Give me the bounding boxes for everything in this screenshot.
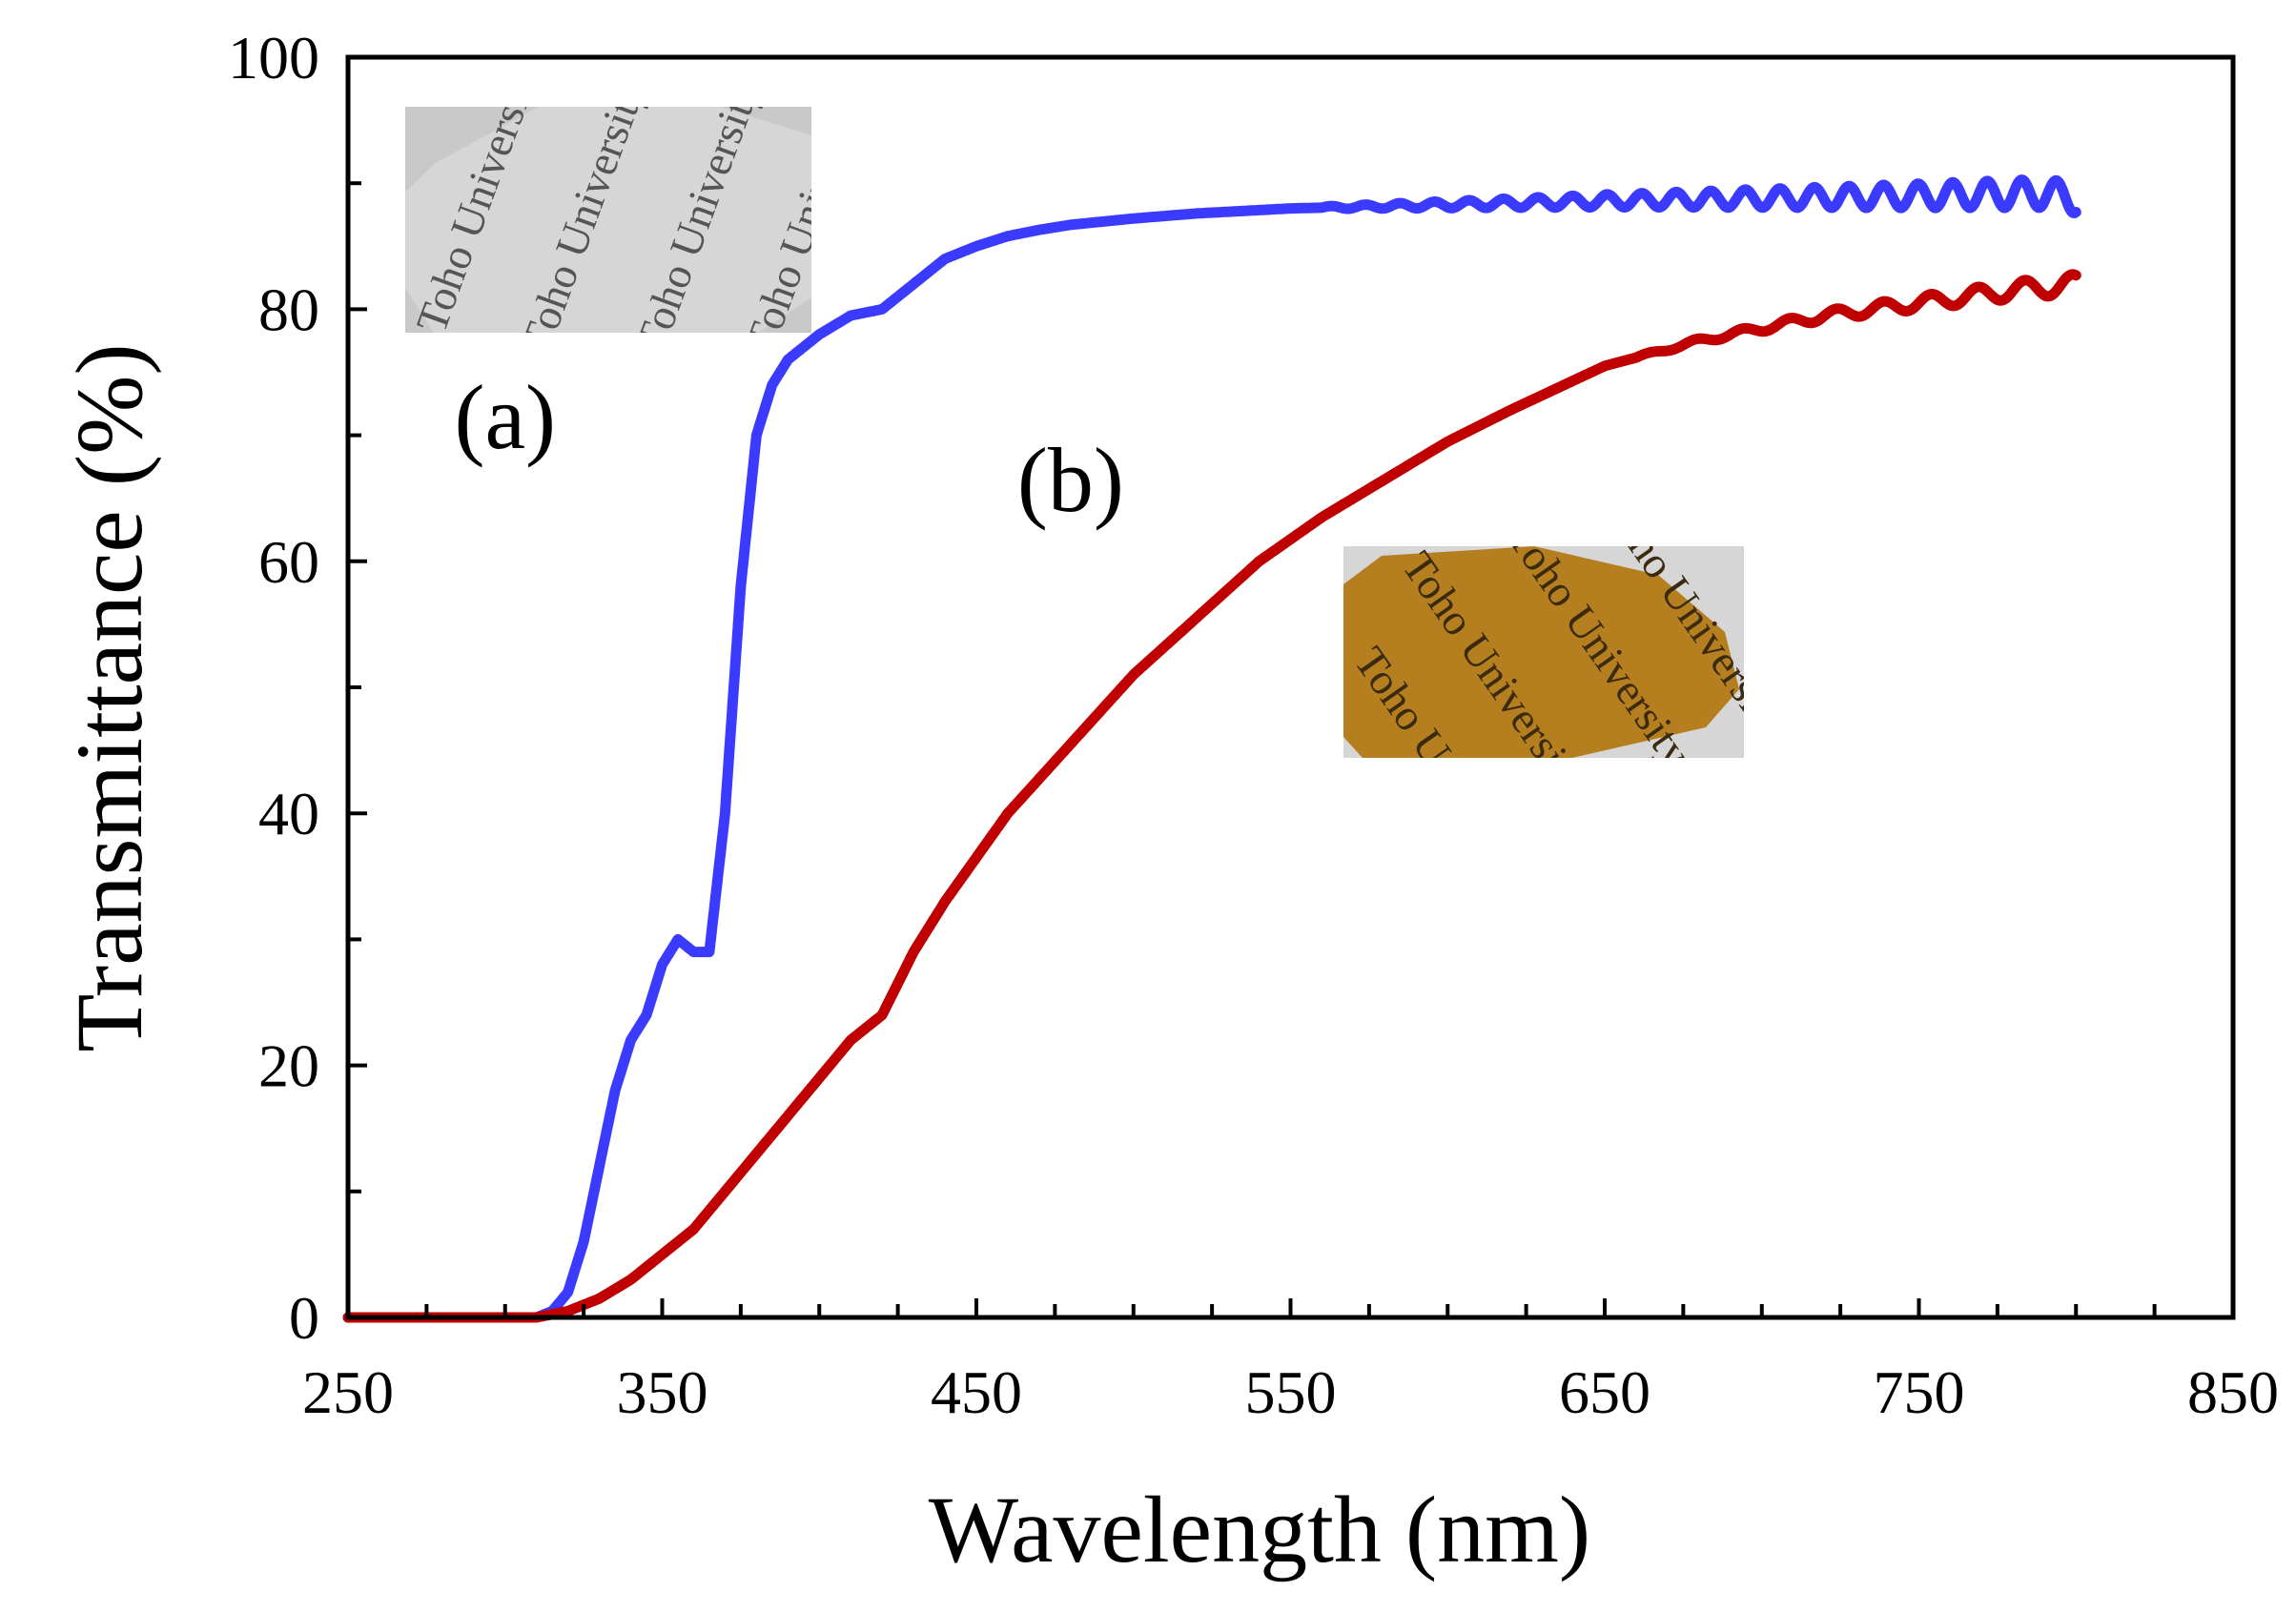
y-tick-label: 100 bbox=[228, 24, 319, 92]
x-tick-label: 550 bbox=[1245, 1358, 1337, 1426]
inset-photo-a: Toho University Toho University Toho Uni… bbox=[405, 107, 811, 333]
inset-photo-b: Toho University Toho University Toho Uni… bbox=[1343, 546, 1744, 758]
series-b-line bbox=[342, 269, 2081, 1323]
y-tick-label: 40 bbox=[258, 780, 319, 847]
x-tick-label: 450 bbox=[931, 1358, 1022, 1426]
y-tick-label: 0 bbox=[289, 1284, 319, 1352]
x-axis-title: Wavelength (nm) bbox=[929, 1477, 1590, 1582]
y-tick-label: 60 bbox=[258, 528, 319, 596]
x-tick-label: 650 bbox=[1559, 1358, 1650, 1426]
x-tick-label: 350 bbox=[617, 1358, 708, 1426]
y-axis-title: Transmittance (%) bbox=[56, 343, 162, 1051]
x-tick-label: 250 bbox=[302, 1358, 394, 1426]
y-tick-label: 80 bbox=[258, 275, 319, 343]
axis-ticks bbox=[346, 55, 2235, 1319]
curve-label-b: (b) bbox=[1017, 429, 1124, 531]
series-a-line bbox=[342, 174, 2081, 1323]
x-tick-label: 850 bbox=[2187, 1358, 2279, 1426]
curve-label-a: (a) bbox=[454, 366, 556, 468]
y-tick-label: 20 bbox=[258, 1032, 319, 1100]
axis-tick-labels: 250 350 450 550 650 750 850 0 20 40 60 80 100 bbox=[228, 24, 2279, 1426]
x-tick-label: 750 bbox=[1874, 1358, 1965, 1426]
